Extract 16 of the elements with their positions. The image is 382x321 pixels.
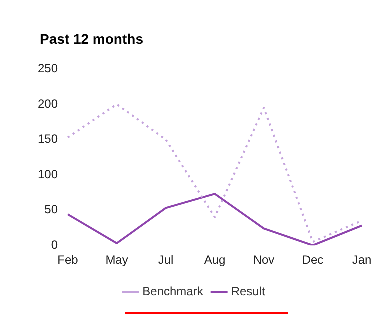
chart-title: Past 12 months: [40, 31, 144, 47]
y-tick-label: 150: [38, 132, 58, 146]
x-tick-label: Jan: [352, 253, 372, 268]
x-tick-label: Nov: [253, 253, 275, 268]
x-tick-label: Jul: [158, 253, 174, 268]
y-tick-label: 200: [38, 96, 58, 111]
y-tick-label: 250: [38, 62, 58, 76]
x-tick-label: May: [106, 253, 128, 268]
y-tick-label: 100: [38, 167, 58, 182]
x-tick-label: Feb: [58, 253, 79, 268]
legend-label: Benchmark: [142, 284, 204, 298]
legend-label: Result: [231, 284, 266, 298]
x-tick-label: Aug: [204, 253, 226, 268]
y-tick-label: 50: [44, 202, 58, 217]
x-tick-label: Dec: [302, 253, 324, 268]
y-tick-label: 0: [51, 238, 58, 252]
